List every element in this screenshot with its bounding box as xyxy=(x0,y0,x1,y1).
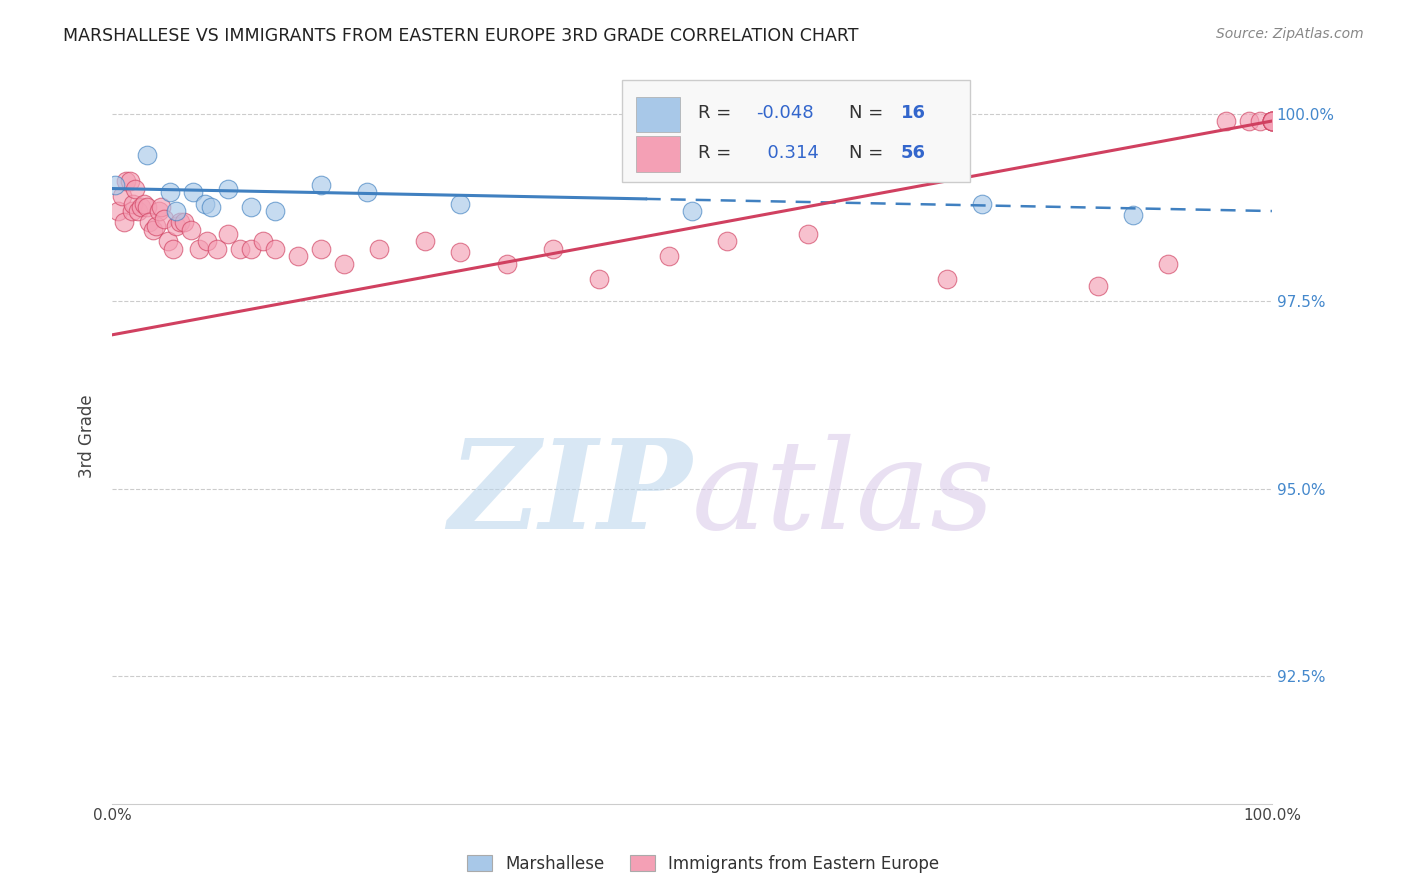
Point xyxy=(165,204,187,219)
Point xyxy=(122,196,145,211)
Point xyxy=(970,196,993,211)
Point xyxy=(217,227,239,241)
Point xyxy=(127,204,149,219)
Bar xyxy=(637,96,681,132)
FancyBboxPatch shape xyxy=(623,79,970,183)
Point xyxy=(287,249,309,263)
Point xyxy=(118,174,141,188)
Point xyxy=(142,223,165,237)
Point xyxy=(194,196,217,211)
Point xyxy=(136,200,159,214)
Point xyxy=(1261,114,1284,128)
Point xyxy=(148,204,170,219)
Point xyxy=(188,242,211,256)
Point xyxy=(153,211,176,226)
Text: R =: R = xyxy=(697,103,737,122)
Point xyxy=(121,204,143,219)
Text: ZIP: ZIP xyxy=(449,434,692,556)
Bar xyxy=(637,136,681,171)
Point xyxy=(449,245,471,260)
Point xyxy=(169,215,191,229)
Point xyxy=(681,204,703,219)
Text: Source: ZipAtlas.com: Source: ZipAtlas.com xyxy=(1216,27,1364,41)
Point xyxy=(415,234,437,248)
Point xyxy=(195,234,218,248)
Point xyxy=(449,196,471,211)
Point xyxy=(159,186,181,200)
Point xyxy=(541,242,564,256)
Point xyxy=(229,242,252,256)
Point xyxy=(1261,114,1284,128)
Point xyxy=(129,200,152,214)
Point xyxy=(368,242,391,256)
Text: atlas: atlas xyxy=(692,434,995,556)
Point xyxy=(263,242,285,256)
Point xyxy=(138,215,160,229)
Point xyxy=(1156,256,1178,270)
Text: R =: R = xyxy=(697,144,737,161)
Point xyxy=(658,249,681,263)
Point xyxy=(263,204,285,219)
Text: 0.314: 0.314 xyxy=(756,144,818,161)
Point xyxy=(252,234,274,248)
Point xyxy=(183,186,205,200)
Point xyxy=(200,200,222,214)
Point xyxy=(145,219,167,233)
Y-axis label: 3rd Grade: 3rd Grade xyxy=(79,394,96,478)
Point xyxy=(1237,114,1260,128)
Point xyxy=(309,242,332,256)
Text: N =: N = xyxy=(849,103,889,122)
Point xyxy=(115,174,138,188)
Point xyxy=(1249,114,1271,128)
Point xyxy=(112,215,135,229)
Point xyxy=(156,234,179,248)
Point xyxy=(165,219,187,233)
Point xyxy=(495,256,517,270)
Point xyxy=(1087,279,1109,293)
Text: MARSHALLESE VS IMMIGRANTS FROM EASTERN EUROPE 3RD GRADE CORRELATION CHART: MARSHALLESE VS IMMIGRANTS FROM EASTERN E… xyxy=(63,27,859,45)
Point xyxy=(180,223,202,237)
Point xyxy=(1261,114,1284,128)
Text: 16: 16 xyxy=(901,103,925,122)
Point xyxy=(936,271,959,285)
Point xyxy=(136,148,159,162)
Text: -0.048: -0.048 xyxy=(756,103,814,122)
Point xyxy=(1215,114,1237,128)
Text: N =: N = xyxy=(849,144,889,161)
Point xyxy=(240,242,263,256)
Text: 56: 56 xyxy=(901,144,925,161)
Point xyxy=(132,196,155,211)
Point xyxy=(1261,114,1284,128)
Point xyxy=(205,242,228,256)
Point xyxy=(240,200,263,214)
Point xyxy=(1261,114,1284,128)
Point xyxy=(716,234,738,248)
Point xyxy=(797,227,820,241)
Point xyxy=(217,181,239,195)
Point xyxy=(107,204,129,219)
Point xyxy=(333,256,356,270)
Point xyxy=(149,200,172,214)
Point xyxy=(309,178,332,192)
Point xyxy=(173,215,195,229)
Point xyxy=(588,271,610,285)
Legend: Marshallese, Immigrants from Eastern Europe: Marshallese, Immigrants from Eastern Eur… xyxy=(460,848,946,880)
Point xyxy=(110,189,132,203)
Point xyxy=(1122,208,1144,222)
Point xyxy=(1261,114,1284,128)
Point xyxy=(162,242,184,256)
Point xyxy=(124,181,146,195)
Point xyxy=(103,178,125,192)
Point xyxy=(356,186,378,200)
